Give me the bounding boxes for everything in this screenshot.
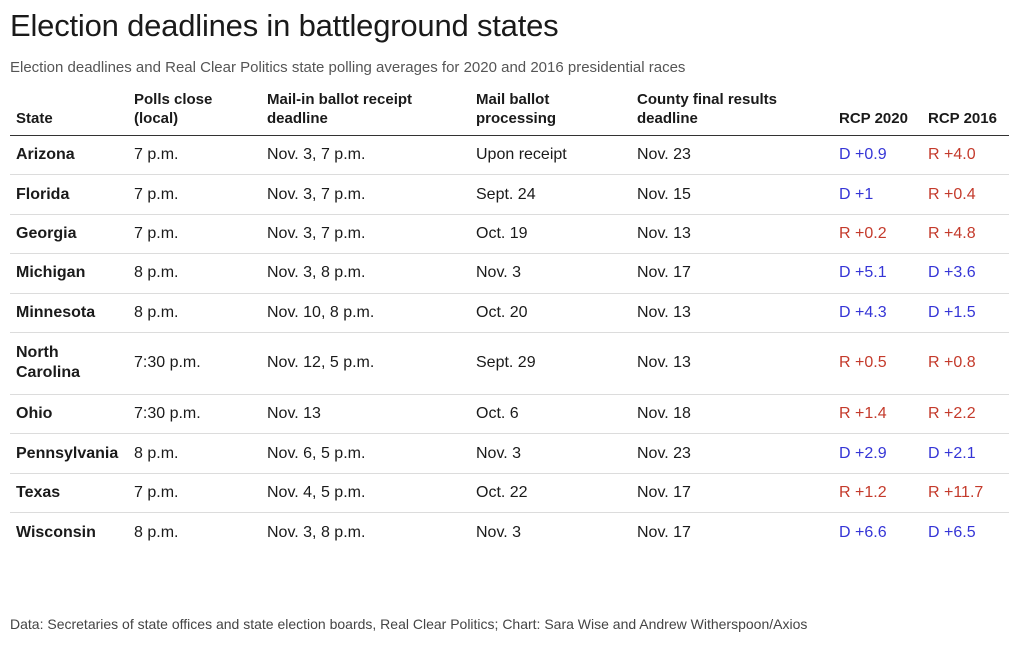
- table-row: North Carolina 7:30 p.m. Nov. 12, 5 p.m. Se…: [10, 332, 1009, 395]
- cell-rcp-2020: D +6.6: [839, 523, 887, 541]
- cell-polls-close: 8 p.m.: [128, 433, 261, 474]
- col-header-county-final: County final results deadline: [631, 86, 833, 136]
- cell-rcp-2016: D +3.6: [922, 253, 1009, 294]
- table-row: Pennsylvania 8 p.m. Nov. 6, 5 p.m. Nov. 3 No…: [10, 433, 1009, 474]
- cell-rcp-2020: D +0.9: [833, 135, 922, 176]
- cell-rcp-2016: R +11.7: [922, 473, 1009, 514]
- cell-polls-close: 7:30 p.m.: [128, 394, 261, 435]
- cell-state: Texas: [10, 473, 128, 514]
- cell-state: Minnesota: [10, 293, 128, 333]
- cell-mail-receipt: Nov. 3, 7 p.m.: [261, 135, 470, 176]
- cell-rcp-2016: D +6.5: [928, 523, 976, 541]
- cell-polls-close: 8 p.m.: [134, 523, 179, 541]
- cell-county-final: Nov. 13: [631, 332, 833, 395]
- data-table: State Polls close (local) Mail-in ballot…: [10, 86, 1009, 552]
- cell-state: Florida: [10, 174, 128, 215]
- cell-state: Michigan: [10, 253, 128, 294]
- table-row: Minnesota 8 p.m. Nov. 10, 8 p.m. Oct. 20 Nov…: [10, 293, 1009, 333]
- cell-county-final: Nov. 23: [631, 135, 833, 176]
- cell-polls-close: 7 p.m.: [128, 473, 261, 514]
- source-note: Data: Secretaries of state offices and s…: [10, 616, 808, 632]
- cell-processing: Nov. 3: [476, 523, 522, 541]
- table-row: Wisconsin 8 p.m. Nov. 3, 8 p.m. Nov. 3 Nov. …: [10, 513, 1009, 552]
- cell-county-final: Nov. 17: [631, 253, 833, 294]
- cell-rcp-2020: R +1.2: [833, 473, 922, 514]
- cell-rcp-2020: D +5.1: [833, 253, 922, 294]
- cell-county-final: Nov. 23: [631, 433, 833, 474]
- table-row: Florida 7 p.m. Nov. 3, 7 p.m. Sept. 24 Nov. …: [10, 174, 1009, 215]
- chart-container: Election deadlines in battleground state…: [10, 8, 1009, 632]
- cell-processing: Oct. 6: [470, 394, 631, 435]
- cell-processing: Upon receipt: [470, 135, 631, 176]
- cell-polls-close: 7 p.m.: [128, 214, 261, 255]
- table-row: Georgia 7 p.m. Nov. 3, 7 p.m. Oct. 19 Nov. 1…: [10, 214, 1009, 255]
- cell-polls-close: 7:30 p.m.: [128, 332, 261, 395]
- col-header-rcp-2020: RCP 2020: [833, 86, 922, 136]
- chart-subtitle: Election deadlines and Real Clear Politi…: [10, 59, 686, 76]
- cell-polls-close: 7 p.m.: [128, 135, 261, 176]
- cell-rcp-2016: R +0.4: [922, 174, 1009, 215]
- cell-rcp-2020: R +1.4: [833, 394, 922, 435]
- cell-processing: Sept. 29: [470, 332, 631, 395]
- cell-rcp-2016: R +2.2: [922, 394, 1009, 435]
- cell-rcp-2020: R +0.5: [833, 332, 922, 395]
- cell-rcp-2016: D +1.5: [922, 293, 1009, 333]
- cell-processing: Oct. 20: [470, 293, 631, 333]
- cell-mail-receipt: Nov. 3, 7 p.m.: [261, 214, 470, 255]
- table-row: Michigan 8 p.m. Nov. 3, 8 p.m. Nov. 3 Nov. 1…: [10, 253, 1009, 294]
- cell-state: North Carolina: [10, 332, 128, 395]
- cell-mail-receipt: Nov. 6, 5 p.m.: [261, 433, 470, 474]
- cell-polls-close: 7 p.m.: [128, 174, 261, 215]
- cell-state: Arizona: [10, 135, 128, 176]
- cell-rcp-2020: D +2.9: [833, 433, 922, 474]
- cell-mail-receipt: Nov. 13: [261, 394, 470, 435]
- cell-rcp-2020: R +0.2: [833, 214, 922, 255]
- cell-mail-receipt: Nov. 3, 8 p.m.: [267, 523, 366, 541]
- cell-mail-receipt: Nov. 10, 8 p.m.: [261, 293, 470, 333]
- cell-rcp-2016: R +0.8: [922, 332, 1009, 395]
- cell-processing: Nov. 3: [470, 253, 631, 294]
- cell-processing: Nov. 3: [470, 433, 631, 474]
- table-header: State Polls close (local) Mail-in ballot…: [10, 86, 1009, 136]
- header-row: State Polls close (local) Mail-in ballot…: [10, 86, 1009, 136]
- cell-rcp-2016: D +2.1: [922, 433, 1009, 474]
- cell-mail-receipt: Nov. 3, 8 p.m.: [261, 253, 470, 294]
- cell-county-final: Nov. 13: [631, 214, 833, 255]
- cell-state: Georgia: [10, 214, 128, 255]
- table-row: Texas 7 p.m. Nov. 4, 5 p.m. Oct. 22 Nov. 17 R…: [10, 473, 1009, 514]
- cell-mail-receipt: Nov. 4, 5 p.m.: [261, 473, 470, 514]
- col-header-rcp-2016: RCP 2016: [922, 86, 1009, 136]
- cell-state: Pennsylvania: [10, 433, 128, 474]
- cell-polls-close: 8 p.m.: [128, 253, 261, 294]
- table-body: Arizona 7 p.m. Nov. 3, 7 p.m. Upon receipt N…: [10, 135, 1009, 553]
- cell-county-final: Nov. 13: [631, 293, 833, 333]
- col-header-state: State: [10, 86, 128, 136]
- cell-rcp-2020: D +4.3: [833, 293, 922, 333]
- cell-county-final: Nov. 17: [631, 473, 833, 514]
- cell-processing: Oct. 22: [470, 473, 631, 514]
- cell-county-final: Nov. 15: [631, 174, 833, 215]
- cell-state: Wisconsin: [16, 523, 96, 541]
- cell-county-final: Nov. 17: [637, 523, 691, 541]
- cell-rcp-2020: D +1: [833, 174, 922, 215]
- cell-mail-receipt: Nov. 12, 5 p.m.: [261, 332, 470, 395]
- table-row: Ohio 7:30 p.m. Nov. 13 Oct. 6 Nov. 18 R +1.4 R…: [10, 394, 1009, 435]
- cell-rcp-2016: R +4.8: [922, 214, 1009, 255]
- cell-rcp-2016: R +4.0: [922, 135, 1009, 176]
- cell-mail-receipt: Nov. 3, 7 p.m.: [261, 174, 470, 215]
- cell-county-final: Nov. 18: [631, 394, 833, 435]
- chart-title: Election deadlines in battleground state…: [10, 8, 559, 43]
- col-header-processing: Mail ballot processing: [470, 86, 631, 136]
- cell-polls-close: 8 p.m.: [128, 293, 261, 333]
- col-header-polls-close: Polls close (local): [128, 86, 261, 136]
- cell-processing: Oct. 19: [470, 214, 631, 255]
- col-header-mail-receipt: Mail-in ballot receipt deadline: [261, 86, 470, 136]
- cell-processing: Sept. 24: [470, 174, 631, 215]
- cell-state: Ohio: [10, 394, 128, 435]
- table-row: Arizona 7 p.m. Nov. 3, 7 p.m. Upon receipt N…: [10, 135, 1009, 176]
